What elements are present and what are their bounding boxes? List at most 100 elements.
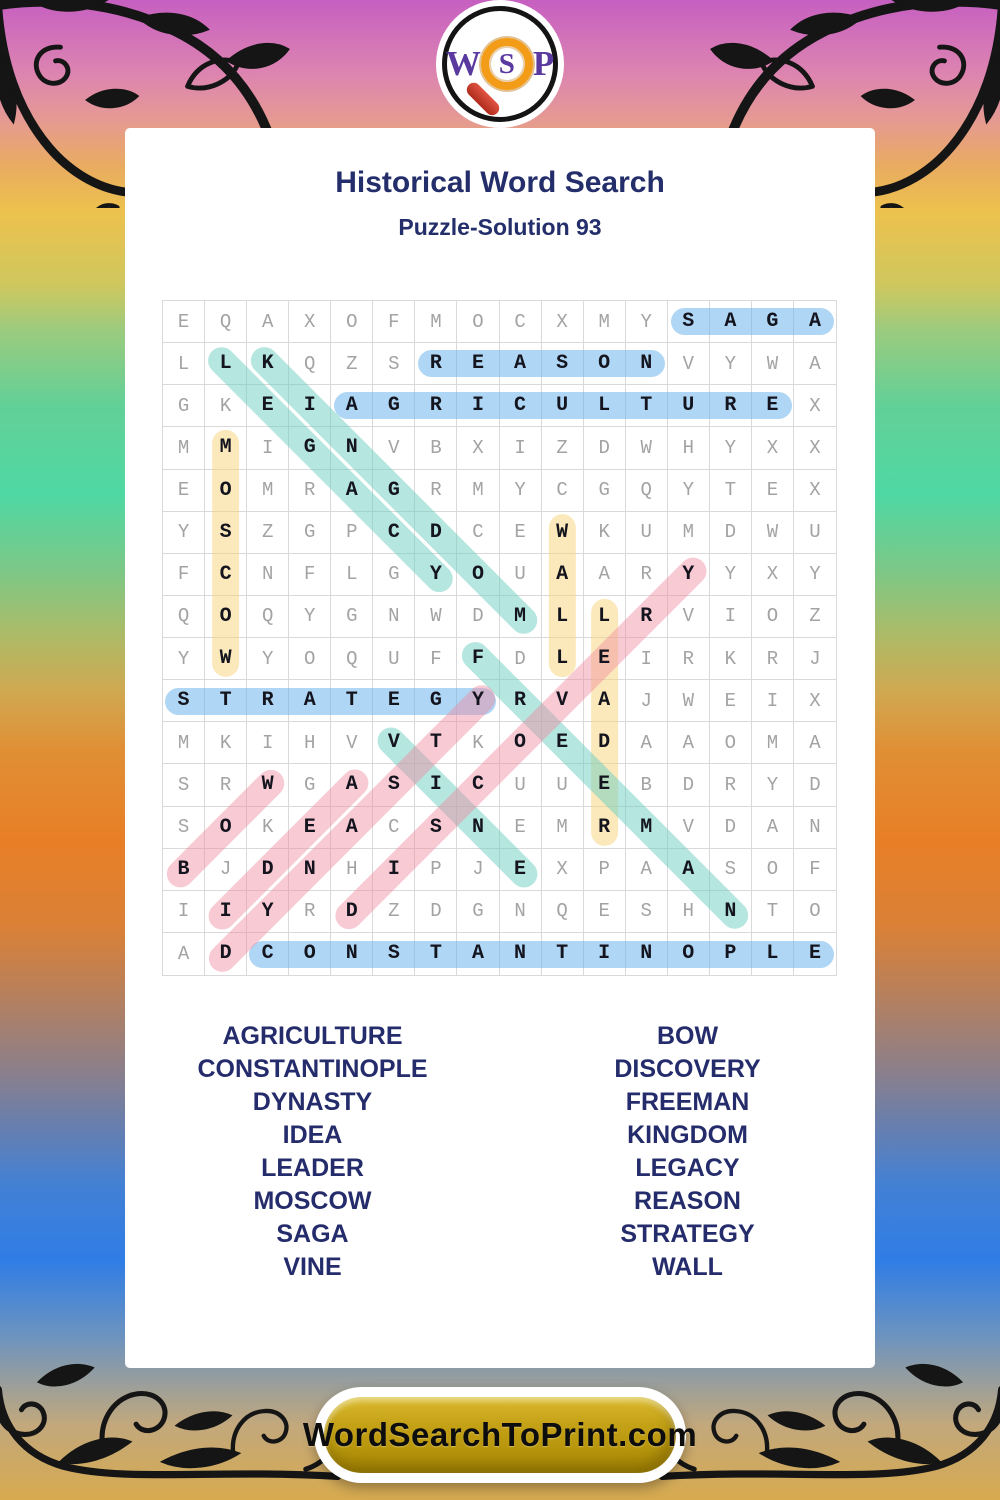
grid-cell: M [583, 301, 626, 344]
grid-letter: W [430, 605, 442, 628]
grid-cell: M [541, 806, 584, 849]
grid-letter: W [556, 520, 569, 544]
grid-letter: S [640, 900, 652, 923]
word-list-item: AGRICULTURE [222, 1022, 403, 1050]
grid-cell: R [415, 469, 458, 512]
grid-cell: M [499, 595, 542, 638]
grid-letter: Y [261, 647, 274, 670]
grid-cell: Y [247, 638, 290, 681]
grid-cell: O [205, 469, 248, 512]
grid-letter: L [556, 604, 569, 628]
grid-cell: Y [667, 469, 710, 512]
grid-cell: A [667, 722, 710, 765]
grid-cell: A [667, 848, 710, 891]
grid-cell: D [709, 511, 752, 554]
grid-letter: A [640, 858, 652, 881]
grid-letter: V [346, 731, 358, 754]
grid-letter: E [724, 689, 737, 712]
grid-cell: E [709, 680, 752, 723]
grid-letter: R [724, 394, 737, 418]
grid-letter: N [514, 942, 527, 966]
grid-letter: X [304, 310, 316, 333]
grid-letter: D [429, 520, 442, 544]
grid-cell: S [163, 680, 206, 723]
grid-cell: R [289, 469, 332, 512]
grid-letter: D [219, 942, 232, 966]
grid-cell: E [499, 511, 542, 554]
grid-letter: A [514, 352, 527, 376]
website-button-face[interactable]: WordSearchToPrint.com [303, 1397, 697, 1473]
grid-cell: O [751, 848, 794, 891]
grid-cell: I [584, 932, 626, 975]
grid-cell: U [667, 385, 710, 428]
grid-cell: A [331, 469, 374, 512]
grid-letter: A [345, 478, 358, 502]
grid-letter: S [177, 816, 190, 839]
word-list: AGRICULTURE CONSTANTINOPLE DYNASTY IDEA LEAD… [125, 1020, 875, 1284]
grid-cell: A [583, 553, 626, 596]
grid-cell: A [625, 848, 668, 891]
grid-letter: J [219, 858, 232, 881]
grid-letter: L [177, 352, 190, 375]
grid-letter: Y [177, 647, 190, 670]
grid-letter: V [682, 352, 694, 375]
grid-letter: R [682, 647, 694, 670]
grid-cell: Q [331, 638, 374, 681]
grid-cell: A [709, 301, 752, 344]
grid-cell: Q [289, 343, 332, 386]
grid-cell: I [499, 427, 542, 470]
grid-cell: G [373, 469, 416, 512]
grid-letter: A [261, 310, 274, 333]
grid-cell: S [667, 301, 710, 344]
grid-cell: P [583, 848, 626, 891]
grid-cell: E [794, 933, 836, 975]
grid-letter: E [598, 773, 611, 797]
grid-letter: A [809, 731, 821, 754]
grid-letter: O [724, 731, 737, 754]
grid-cell: L [752, 932, 794, 975]
grid-cell: I [709, 595, 752, 638]
grid-letter: O [219, 478, 232, 502]
grid-cell: C [247, 932, 290, 975]
grid-cell: E [457, 343, 500, 386]
grid-cell: B [625, 764, 668, 807]
grid-letter: B [430, 436, 442, 459]
grid-letter: S [177, 689, 190, 713]
grid-cell: D [331, 890, 374, 933]
grid-cell: R [205, 764, 248, 807]
grid-letter: J [472, 858, 484, 881]
website-button[interactable]: WordSearchToPrint.com [303, 1387, 697, 1483]
grid-letter: C [514, 310, 526, 333]
grid-cell: Z [373, 890, 416, 933]
grid-cell: E [751, 469, 794, 512]
grid-letter: A [766, 816, 779, 839]
grid-cell: A [331, 764, 374, 807]
grid-cell: S [709, 848, 752, 891]
grid-letter: A [345, 815, 358, 839]
grid-cell: V [541, 680, 584, 723]
word-list-item: WALL [652, 1253, 723, 1281]
grid-cell: A [331, 806, 374, 849]
grid-letter: A [345, 773, 358, 797]
grid-letter: Y [429, 562, 442, 586]
logo-letters: W S P [446, 38, 554, 119]
grid-letter: G [388, 563, 400, 586]
grid-cell: I [163, 890, 206, 933]
grid-cell: U [625, 511, 668, 554]
grid-cell: L [583, 595, 626, 638]
grid-letter: W [219, 647, 232, 671]
grid-cell: B [415, 427, 458, 470]
grid-cell: E [751, 385, 794, 428]
grid-letter: Z [346, 352, 358, 375]
grid-letter: I [471, 394, 484, 418]
grid-letter: R [766, 647, 779, 670]
grid-cell: Q [541, 890, 584, 933]
grid-cell: D [415, 890, 458, 933]
grid-letter: A [556, 562, 569, 586]
grid-cell: M [415, 301, 458, 344]
word-list-left-column: AGRICULTURE CONSTANTINOPLE DYNASTY IDEA LEAD… [125, 1020, 500, 1284]
grid-cell: O [709, 722, 752, 765]
